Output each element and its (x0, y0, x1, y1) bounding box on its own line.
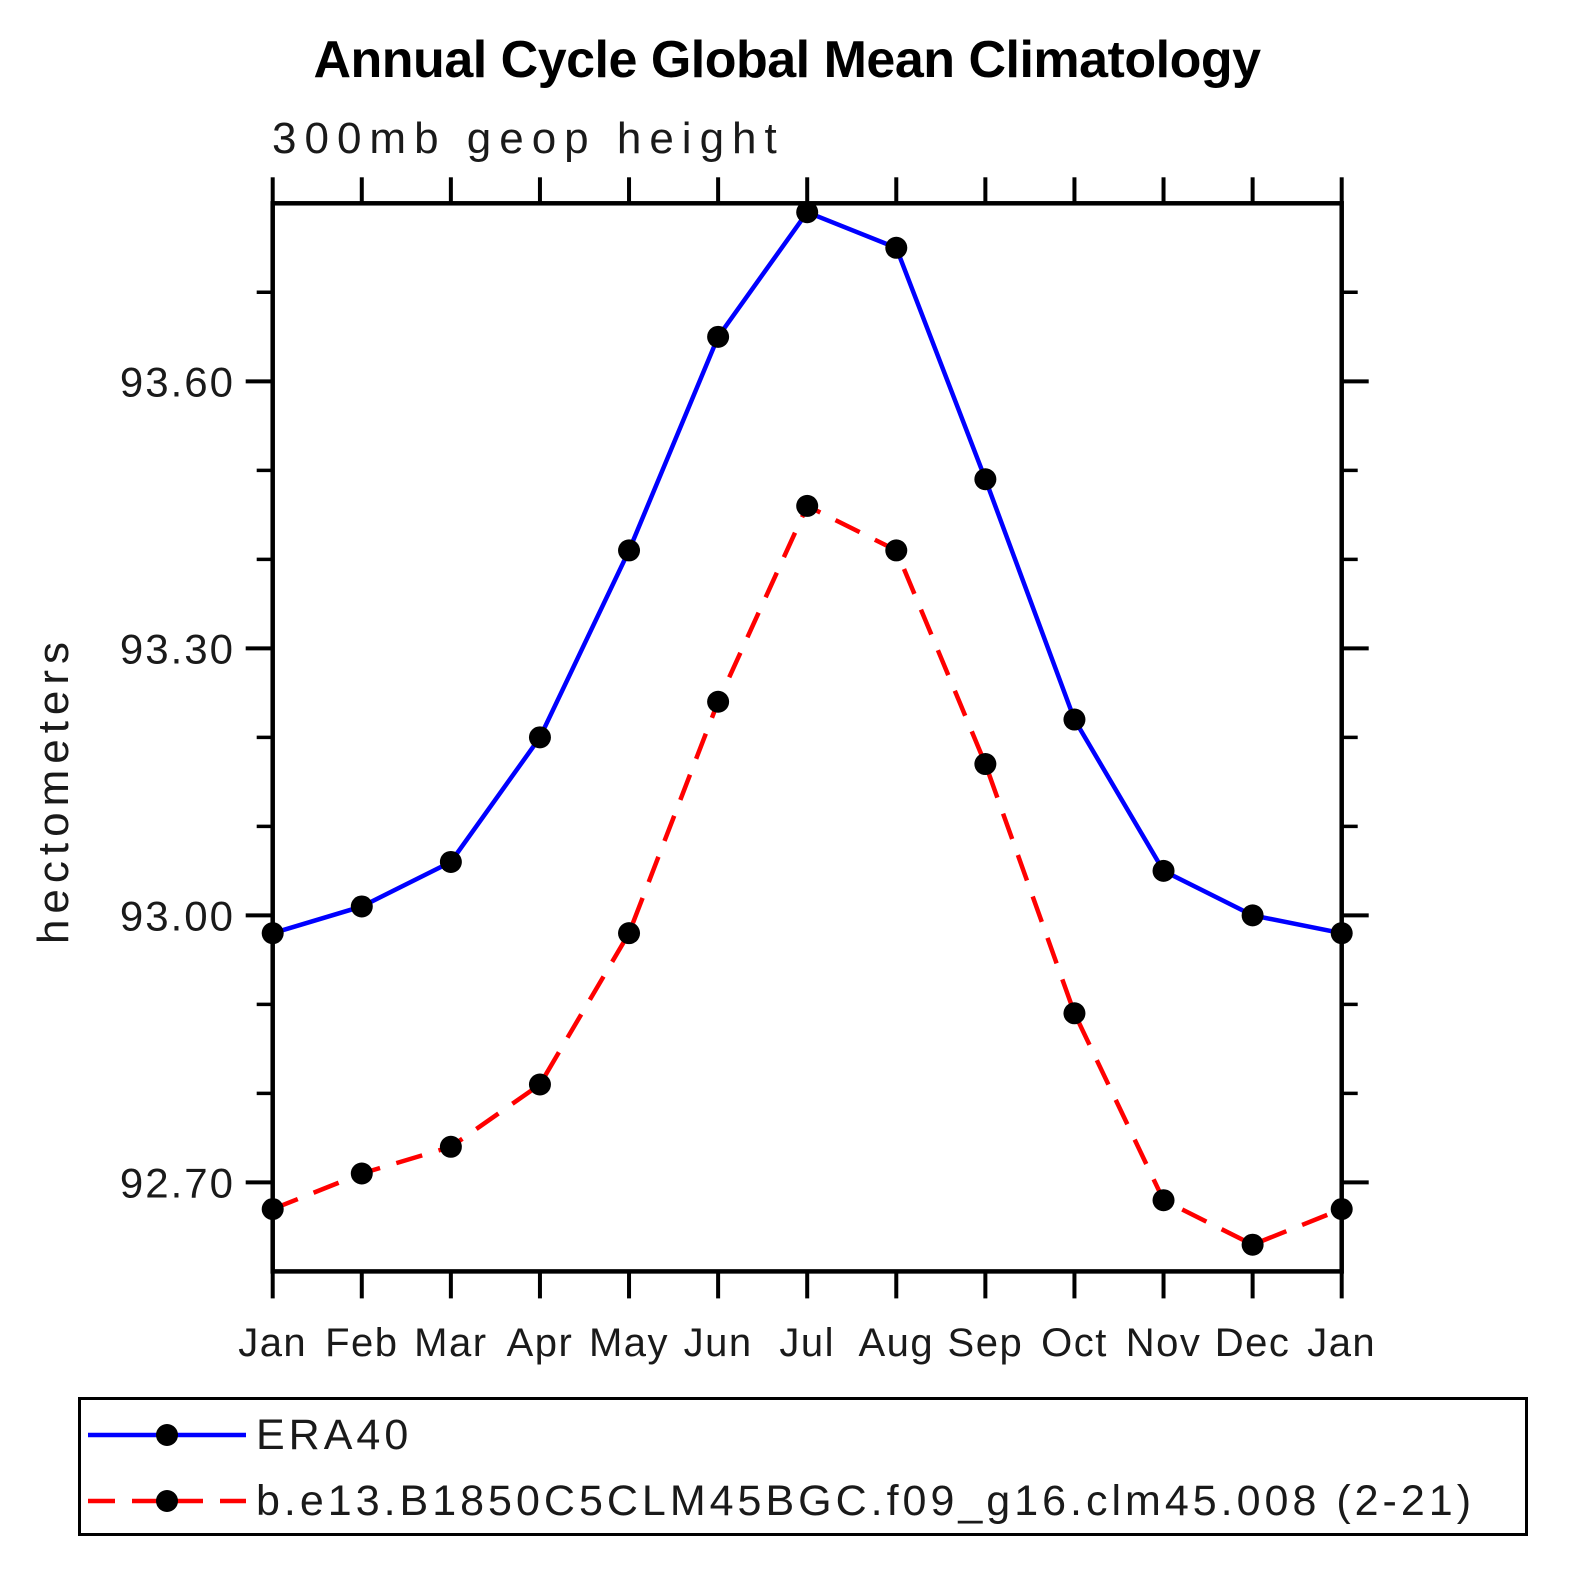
data-point-marker (974, 468, 997, 491)
data-point-marker (1152, 859, 1175, 882)
y-tick-label: 93.00 (120, 892, 235, 939)
x-tick-label: Apr (507, 1321, 574, 1365)
data-point-marker (618, 922, 641, 945)
data-point-marker (796, 201, 819, 224)
data-point-marker (974, 753, 997, 776)
legend-solid-line-icon (88, 1424, 246, 1446)
data-point-marker (439, 850, 462, 873)
data-point-marker (1063, 1002, 1086, 1025)
data-point-marker (528, 1073, 551, 1096)
legend-box: ERA40 b.e13.B1850C5CLM45BGC.f09_g16.clm4… (78, 1397, 1528, 1536)
plot-frame (270, 201, 1344, 1274)
data-point-marker (350, 1162, 373, 1185)
y-tick-label: 93.30 (120, 625, 235, 672)
x-tick-label: Feb (325, 1321, 398, 1365)
x-tick-label: Jan (1307, 1321, 1376, 1365)
legend-marker-sample (156, 1424, 178, 1446)
data-point-marker (885, 539, 908, 562)
x-tick-label: Oct (1041, 1321, 1108, 1365)
legend-item-model: b.e13.B1850C5CLM45BGC.f09_g16.clm45.008 … (86, 1476, 1475, 1526)
data-point-marker (885, 236, 908, 259)
chart-title: Annual Cycle Global Mean Climatology (313, 31, 1261, 89)
data-point-marker (618, 539, 641, 562)
x-tick-label: Nov (1126, 1321, 1202, 1365)
data-point-marker (707, 325, 730, 348)
data-point-marker (261, 922, 284, 945)
x-tick-label: Jul (779, 1321, 835, 1365)
data-point-marker (1330, 1198, 1353, 1221)
series-line-era40 (272, 209, 1343, 936)
x-tick-label: Jun (684, 1321, 753, 1365)
x-tick-label: Sep (948, 1321, 1024, 1365)
data-point-marker (1241, 1233, 1264, 1256)
y-tick-label: 93.60 (120, 358, 235, 405)
legend-dashed-line-icon (88, 1490, 246, 1512)
data-point-marker (1152, 1189, 1175, 1212)
x-tick-label: May (589, 1321, 669, 1365)
x-tick-label: Aug (858, 1321, 934, 1365)
data-point-marker (350, 895, 373, 918)
legend-item-era40: ERA40 (86, 1410, 412, 1460)
y-tick-label: 92.70 (120, 1159, 235, 1206)
data-point-marker (439, 1135, 462, 1158)
data-point-marker (796, 494, 819, 517)
x-tick-label: Dec (1215, 1321, 1291, 1365)
y-axis-label: hectometers (29, 636, 78, 944)
data-point-marker (707, 690, 730, 713)
data-point-marker (1330, 922, 1353, 945)
data-point-marker (528, 726, 551, 749)
x-tick-label: Jan (238, 1321, 307, 1365)
legend-label-era40: ERA40 (256, 1410, 413, 1459)
data-point-marker (261, 1198, 284, 1221)
data-point-marker (1063, 708, 1086, 731)
chart-subtitle: 300mb geop height (272, 114, 785, 163)
legend-label-model: b.e13.B1850C5CLM45BGC.f09_g16.clm45.008 … (256, 1476, 1476, 1525)
series-line-model (271, 502, 1343, 1248)
legend-marker-sample (156, 1490, 178, 1512)
x-tick-label: Mar (414, 1321, 487, 1365)
data-point-marker (1241, 904, 1264, 927)
